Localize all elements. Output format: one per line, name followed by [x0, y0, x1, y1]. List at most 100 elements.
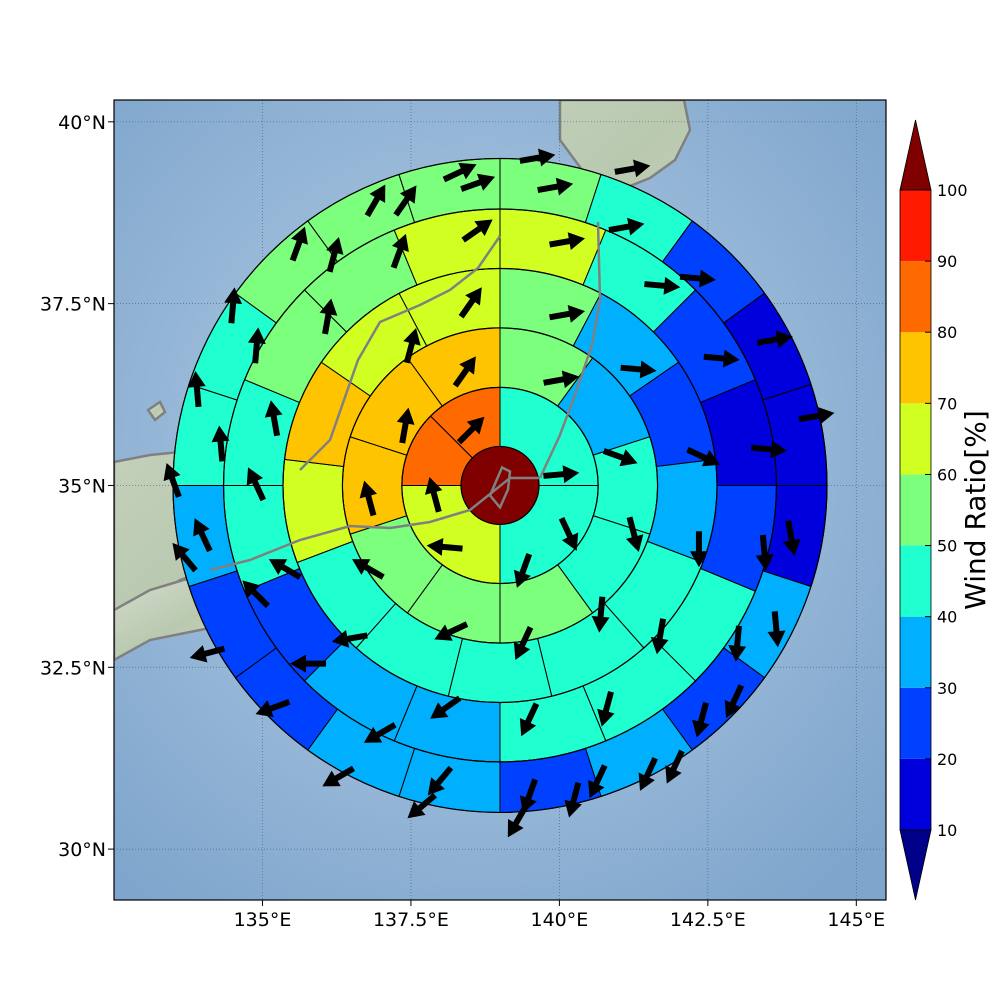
wind-arrow-shape [396, 407, 415, 444]
wind-arrow-shape [407, 792, 437, 819]
map-frame [113, 99, 887, 901]
colorbar-segment-5 [900, 403, 931, 475]
wind-arrow-4 [426, 537, 463, 556]
wind-arrow-shape [393, 185, 417, 217]
wind-arrow-46 [242, 580, 270, 608]
coastline-east [538, 221, 602, 479]
colorbar-segment-3 [900, 545, 931, 617]
wind-arrow-36 [751, 440, 788, 459]
wind-arrow-12 [434, 621, 469, 641]
wind-arrow-31 [390, 233, 409, 269]
coastline-west [299, 235, 502, 471]
wind-arrow-37 [755, 534, 774, 571]
colorbar-segment-6 [900, 332, 931, 404]
wind-arrow-shape [608, 217, 645, 236]
wind-arrow-shape [519, 148, 556, 167]
colorbar-label-1: 20 [937, 750, 957, 769]
wind-arrow-28 [246, 467, 267, 502]
wind-arrow-shape [755, 534, 774, 571]
wind-arrow-14 [359, 480, 378, 517]
wind-arrow-shape [403, 327, 421, 364]
wind-arrow-76 [614, 159, 651, 178]
wind-arrow-shape [798, 406, 835, 425]
wind-arrow-shape [460, 173, 496, 192]
wind-arrow-shape [543, 370, 580, 389]
wind-arrow-shape [558, 516, 579, 551]
wind-arrow-shape [703, 349, 740, 368]
wind-arrow-shape [513, 626, 534, 660]
wind-arrow-shape [689, 531, 708, 568]
wind-arrow-shape [549, 232, 586, 250]
wind-arrow-24 [519, 702, 540, 737]
colorbar-label-5: 60 [937, 465, 957, 484]
wind-arrow-shape [442, 162, 477, 183]
wind-arrow-58 [782, 520, 801, 557]
wind-arrows [163, 148, 835, 838]
colorbar-frame [899, 189, 932, 831]
wind-arrow-26 [331, 630, 368, 648]
wind-arrow-11 [513, 626, 534, 660]
wind-arrow-34 [644, 276, 681, 295]
wind-arrow-shape [602, 448, 638, 467]
colorbar-title: Wind Ratio[%] [959, 410, 992, 610]
y-axis-ticks: 40°N 37.5°N 35°N 32.5°N 30°N [40, 112, 114, 861]
wind-arrow-shape [728, 625, 747, 662]
wind-arrow-51 [393, 185, 417, 217]
wind-arrow-60 [724, 684, 745, 719]
wind-arrow-shape [519, 702, 540, 737]
ring-outline-1 [401, 386, 599, 585]
y-tick-label-2: 35°N [58, 475, 106, 497]
wind-arrow-shape [458, 287, 482, 319]
sector-ring3-6 [447, 637, 553, 703]
colorbar-segment-2 [900, 616, 931, 688]
wind-arrow-27 [268, 559, 302, 580]
wind-arrow-shape [513, 553, 533, 588]
wind-arrow-7 [543, 370, 580, 389]
ring-outline-4 [222, 208, 778, 763]
coastline-overlay [209, 221, 602, 572]
wind-arrow-5 [424, 477, 443, 513]
wind-arrow-13 [352, 559, 385, 580]
wind-arrow-shape [564, 781, 582, 818]
wind-arrow-shape [638, 756, 658, 791]
wind-arrow-shape [507, 804, 529, 838]
wind-arrow-shape [426, 537, 463, 556]
wind-arrow-30 [319, 298, 338, 335]
center-coastline [488, 465, 512, 510]
wind-arrow-shape [326, 237, 344, 273]
x-tick-label-0: 135°E [234, 909, 292, 931]
wind-arrow-63 [507, 804, 529, 838]
wind-arrow-71 [224, 287, 243, 324]
wind-arrow-18 [549, 304, 586, 323]
wind-arrow-shape [187, 370, 206, 408]
wind-arrow-shape [289, 654, 326, 673]
wind-arrow-44 [363, 722, 397, 743]
coastline-south [209, 476, 540, 572]
wind-arrow-shape [782, 520, 801, 557]
wind-arrow-shape [614, 159, 651, 178]
wind-arrow-shape [724, 684, 745, 719]
wind-arrow-shape [322, 765, 356, 787]
x-tick-label-4: 145°E [827, 909, 885, 931]
wind-arrow-8 [602, 448, 638, 467]
wind-arrow-16 [403, 327, 421, 364]
wind-arrow-shape [268, 559, 302, 580]
wind-arrow-3 [513, 553, 533, 588]
wind-arrow-23 [597, 691, 615, 727]
colorbar: 10 20 30 40 50 60 70 80 90 100 [899, 119, 968, 901]
wind-arrow-40 [638, 756, 658, 791]
wind-arrow-19 [620, 360, 657, 379]
wind-arrow-72 [289, 226, 308, 262]
colorbar-under-triangle [899, 829, 932, 901]
wind-arrow-shape [597, 691, 615, 727]
wind-arrow-shape [591, 596, 610, 633]
wind-arrow-shape [211, 425, 230, 462]
wind-arrow-shape [686, 446, 721, 467]
wind-arrow-66 [255, 698, 291, 718]
wind-arrow-55 [679, 269, 716, 288]
wind-arrow-61 [665, 749, 685, 784]
colorbar-label-0: 10 [937, 821, 957, 840]
wind-arrow-shape [650, 618, 669, 655]
wind-arrow-0 [456, 416, 485, 445]
wind-arrow-1 [543, 465, 580, 484]
